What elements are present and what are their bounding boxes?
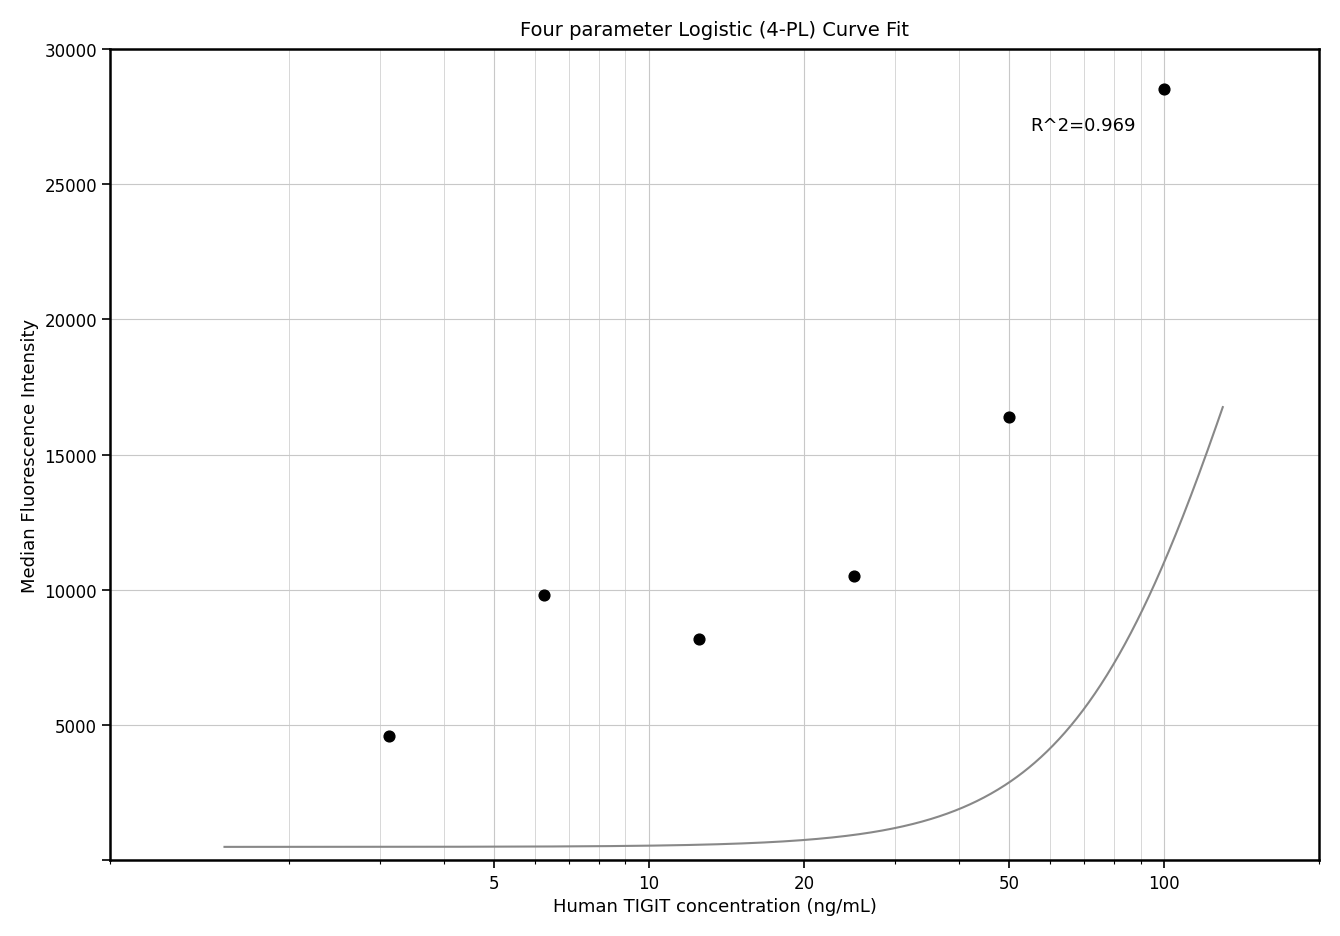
Point — [533, 588, 555, 603]
Point — [689, 632, 710, 647]
Title: Four parameter Logistic (4-PL) Curve Fit: Four parameter Logistic (4-PL) Curve Fit — [520, 21, 909, 40]
Point — [1154, 82, 1175, 97]
Point — [843, 569, 864, 584]
Text: R^2=0.969: R^2=0.969 — [1030, 117, 1136, 135]
X-axis label: Human TIGIT concentration (ng/mL): Human TIGIT concentration (ng/mL) — [552, 898, 876, 915]
Point — [378, 729, 399, 744]
Y-axis label: Median Fluorescence Intensity: Median Fluorescence Intensity — [21, 318, 39, 592]
Point — [998, 410, 1020, 425]
